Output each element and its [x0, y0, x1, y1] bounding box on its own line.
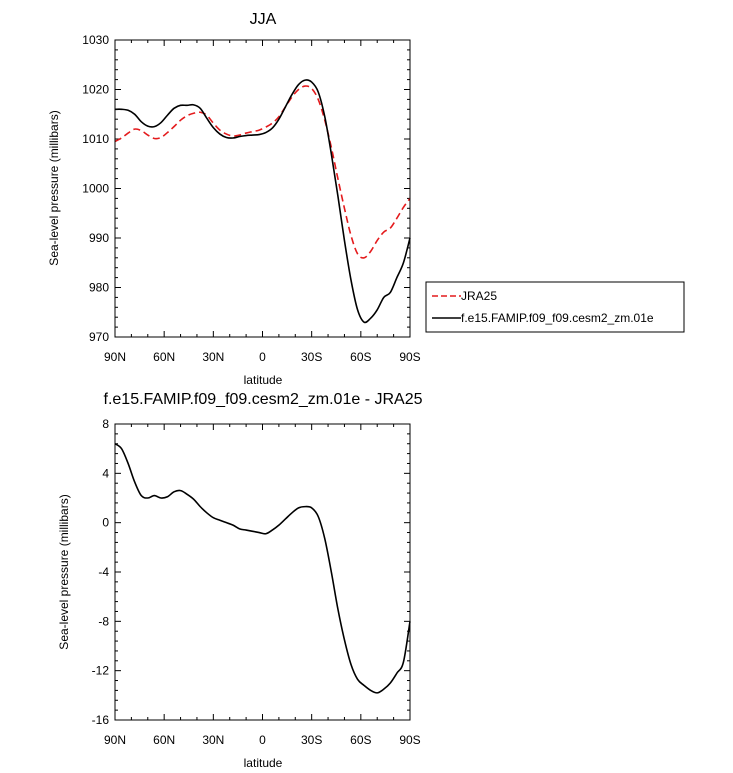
bottom-x-tick-label: 0 [259, 733, 266, 747]
top-x-tick-label: 60N [153, 350, 175, 364]
bottom-y-tick-label: 8 [102, 417, 109, 431]
chart-top-title: JJA [250, 11, 277, 28]
top-y-tick-label: 1020 [82, 83, 109, 97]
chart-bottom-series [114, 443, 411, 694]
top-y-tick-label: 1030 [82, 33, 109, 47]
top-x-tick-label: 30N [202, 350, 224, 364]
chart-top-axes: 90N 60N 30N 0 30S 60S 90S 970 980 990 1000 1010 1020… [82, 33, 420, 364]
bottom-x-tick-label: 90N [104, 733, 126, 747]
bottom-series-line-0 [114, 443, 411, 694]
legend-label-model: f.e15.FAMIP.f09_f09.cesm2_zm.01e [461, 311, 654, 325]
top-y-tick-label: 1010 [82, 132, 109, 146]
bottom-y-tick-label: -16 [92, 713, 110, 727]
top-x-tick-label: 0 [259, 350, 266, 364]
legend-box [425, 281, 685, 333]
chart-bottom-title: f.e15.FAMIP.f09_f09.cesm2_zm.01e - JRA25 [104, 391, 423, 408]
top-series-line-1 [114, 79, 411, 324]
bottom-y-tick-label: 0 [102, 516, 109, 530]
top-y-tick-label: 980 [89, 281, 109, 295]
bottom-x-tick-label: 60N [153, 733, 175, 747]
legend-label-jra25: JRA25 [461, 289, 497, 303]
chart-top: JJA 90N 60N 30N 0 30S 60S 90S 970 980 990 1000 1010… [47, 11, 421, 387]
chart-top-xlabel: latitude [244, 373, 283, 387]
chart-bottom-ylabel: Sea-level pressure (millibars) [57, 494, 71, 649]
bottom-y-tick-label: 4 [102, 466, 109, 480]
chart-bottom: f.e15.FAMIP.f09_f09.cesm2_zm.01e - JRA25… [57, 391, 423, 770]
top-x-tick-label: 30S [301, 350, 322, 364]
chart-top-frame [114, 39, 411, 338]
top-y-tick-label: 970 [89, 330, 109, 344]
top-x-tick-label: 90S [399, 350, 420, 364]
bottom-x-tick-label: 30S [301, 733, 322, 747]
bottom-x-tick-label: 60S [350, 733, 371, 747]
chart-top-ylabel: Sea-level pressure (millibars) [47, 110, 61, 265]
top-series-line-0 [114, 85, 411, 259]
chart-bottom-frame [114, 423, 411, 721]
bottom-y-tick-label: -12 [92, 664, 110, 678]
bottom-x-tick-label: 90S [399, 733, 420, 747]
top-x-tick-label: 60S [350, 350, 371, 364]
top-y-tick-label: 990 [89, 231, 109, 245]
top-x-tick-label: 90N [104, 350, 126, 364]
chart-bottom-axes: 90N 60N 30N 0 30S 60S 90S -16 -12 -8 -4 0 4 8 [92, 417, 421, 747]
chart-top-series [114, 79, 411, 324]
bottom-y-tick-label: -8 [98, 614, 109, 628]
top-y-tick-label: 1000 [82, 182, 109, 196]
chart-bottom-xlabel: latitude [244, 756, 283, 770]
bottom-x-tick-label: 30N [202, 733, 224, 747]
legend: JRA25 f.e15.FAMIP.f09_f09.cesm2_zm.01e [425, 281, 685, 333]
bottom-y-tick-label: -4 [98, 565, 109, 579]
